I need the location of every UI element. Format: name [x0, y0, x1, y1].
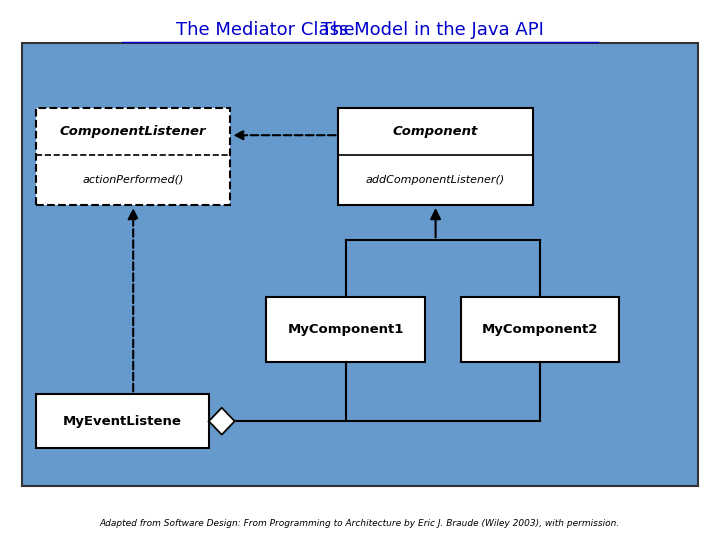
Text: MyEventListene: MyEventListene	[63, 415, 182, 428]
Text: addComponentListener(): addComponentListener()	[366, 175, 505, 185]
Text: MyComponent1: MyComponent1	[287, 323, 404, 336]
Text: actionPerformed(): actionPerformed()	[83, 175, 184, 185]
FancyBboxPatch shape	[266, 297, 425, 362]
FancyBboxPatch shape	[36, 108, 230, 205]
FancyBboxPatch shape	[36, 394, 209, 448]
Text: Component: Component	[393, 125, 478, 138]
Text: The: The	[320, 21, 360, 39]
Text: ComponentListener: ComponentListener	[60, 125, 207, 138]
Polygon shape	[209, 408, 235, 435]
Text: Adapted from Software Design: From Programming to Architecture by Eric J. Braude: Adapted from Software Design: From Progr…	[100, 519, 620, 528]
FancyBboxPatch shape	[22, 43, 698, 486]
Text: MyComponent2: MyComponent2	[482, 323, 598, 336]
Text: The Mediator Class Model in the Java API: The Mediator Class Model in the Java API	[176, 21, 544, 39]
FancyBboxPatch shape	[461, 297, 619, 362]
FancyBboxPatch shape	[338, 108, 533, 205]
